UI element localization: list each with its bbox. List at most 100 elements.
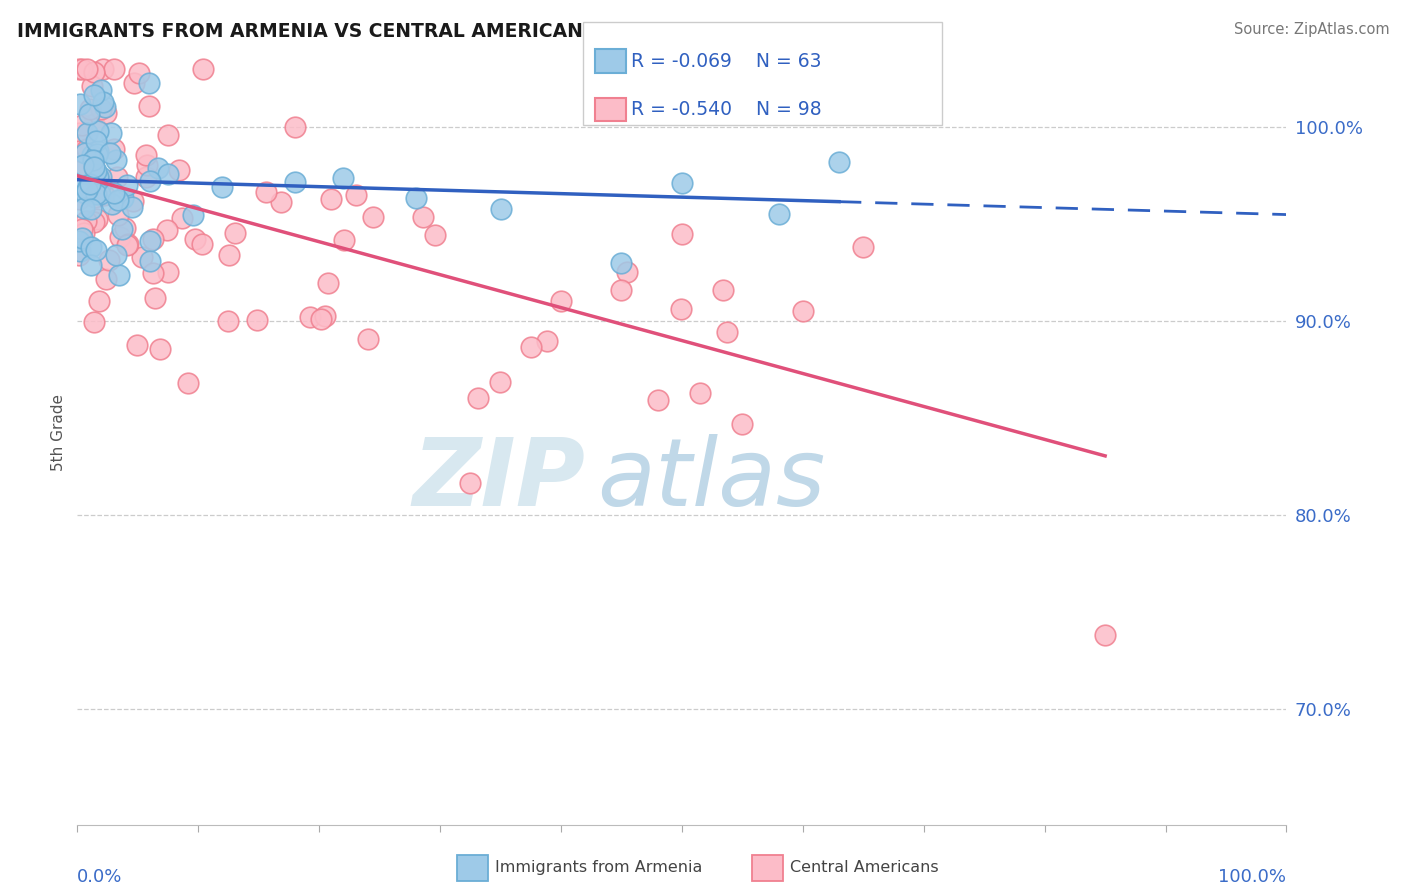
Point [89,187,111,202]
Point [105,170,128,185]
Point [84,243,107,257]
Point [77,107,100,121]
Point [122,194,145,208]
Text: R = -0.540    N = 98: R = -0.540 N = 98 [631,100,823,119]
Point [69,248,91,262]
Point [70,159,93,173]
Point [156,167,179,181]
Point [299,310,322,324]
Point [76,183,98,197]
Point [458,476,481,491]
Point [131,250,153,264]
Point [75,186,97,200]
Point [671,227,693,242]
Point [103,186,125,201]
Point [70,118,93,132]
Point [108,268,131,283]
Point [114,220,136,235]
Point [69,96,91,111]
Text: R = -0.069    N = 63: R = -0.069 N = 63 [631,52,821,70]
Point [224,227,246,241]
Point [139,234,162,248]
Point [103,142,125,156]
Point [83,65,105,79]
Point [86,187,108,202]
Point [139,174,162,188]
Point [90,176,112,190]
Point [616,264,638,278]
Point [100,197,122,211]
Point [143,291,166,305]
Point [86,211,108,226]
Point [97,253,120,268]
Point [716,325,738,339]
Point [107,193,129,207]
Point [167,163,190,178]
Point [711,283,734,297]
Point [610,256,633,270]
Point [87,145,110,159]
Point [91,62,114,77]
Point [83,168,105,182]
Point [86,147,108,161]
Point [96,272,118,286]
Point [70,221,93,235]
Point [284,120,307,135]
Point [87,294,110,309]
Point [254,185,277,199]
Point [121,200,143,214]
Point [361,210,384,224]
Point [191,62,214,77]
Point [73,145,96,160]
Text: 0.0%: 0.0% [77,868,122,886]
Y-axis label: 5th Grade: 5th Grade [51,394,66,471]
Point [319,192,342,206]
Point [80,202,103,216]
Point [128,66,150,80]
Point [135,169,157,184]
Point [70,231,93,245]
Point [218,248,240,262]
Point [84,172,107,186]
Point [332,170,354,185]
Point [425,228,447,243]
Point [184,232,207,246]
Point [671,177,693,191]
Text: 100.0%: 100.0% [1219,868,1286,886]
Point [142,266,165,280]
Point [80,148,103,162]
Point [246,313,269,327]
Point [284,175,307,189]
Point [309,312,332,326]
Point [314,309,336,323]
Text: Central Americans: Central Americans [790,860,939,874]
Point [104,247,127,261]
Point [115,178,138,193]
Point [148,161,170,175]
Point [76,126,98,140]
Point [67,234,90,248]
Point [689,386,711,401]
Point [405,191,427,205]
Point [270,194,292,209]
Point [84,134,107,148]
Point [211,180,233,194]
Point [172,211,194,225]
Point [90,83,112,97]
Point [181,208,204,222]
Text: Source: ZipAtlas.com: Source: ZipAtlas.com [1233,22,1389,37]
Point [84,164,107,178]
Point [72,158,94,172]
Point [138,99,160,113]
Point [76,62,98,77]
Point [79,102,101,116]
Point [117,237,139,252]
Point [156,128,179,142]
Point [139,253,162,268]
Point [127,338,149,352]
Point [70,62,93,77]
Point [90,169,112,184]
Point [67,144,90,158]
Point [828,154,851,169]
Point [67,62,90,77]
